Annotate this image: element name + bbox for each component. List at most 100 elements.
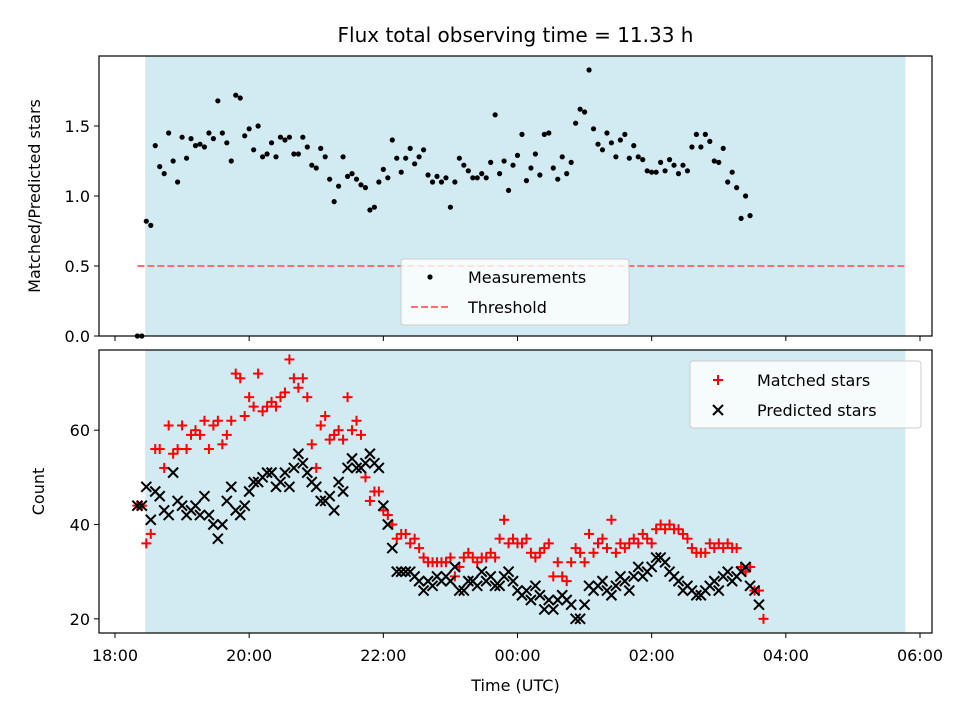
cross-stroke xyxy=(721,565,734,578)
measurement-point xyxy=(689,144,695,150)
cross-stroke xyxy=(507,575,519,587)
predicted-star-point xyxy=(279,466,291,479)
matched-star-point xyxy=(521,533,532,544)
predicted-star-point xyxy=(194,509,206,521)
measurement-point xyxy=(693,131,699,137)
predicted-star-point xyxy=(337,485,349,498)
measurement-point xyxy=(259,154,266,160)
matched-star-point xyxy=(664,519,675,530)
matched-star-point xyxy=(481,552,492,563)
measurement-point xyxy=(729,169,735,175)
predicted-star-point xyxy=(619,575,631,587)
matched-star-point xyxy=(333,425,344,436)
measurement-point xyxy=(380,166,386,172)
matched-star-point xyxy=(199,415,210,426)
measurement-point xyxy=(215,98,221,104)
matched-star-point xyxy=(347,425,358,436)
cross-stroke xyxy=(462,575,475,587)
cross-stroke xyxy=(426,580,439,592)
matched-star-point xyxy=(655,519,666,530)
matched-star-point xyxy=(324,434,335,445)
measurement-point xyxy=(385,175,391,181)
matched-star-point xyxy=(194,429,205,440)
cross-stroke xyxy=(610,580,622,592)
predicted-star-point xyxy=(207,518,220,531)
matched-star-point xyxy=(593,538,603,549)
predicted-star-point xyxy=(623,584,636,597)
matched-star-point xyxy=(472,557,483,568)
bottom-y-axis-label: Count xyxy=(29,468,48,516)
measurement-point xyxy=(429,179,436,185)
matched-star-point xyxy=(360,472,371,483)
measurement-point xyxy=(183,155,190,161)
matched-star-point xyxy=(382,510,393,521)
cross-stroke xyxy=(543,594,555,606)
predicted-star-point xyxy=(426,580,439,592)
predicted-star-point xyxy=(632,561,644,573)
matched-star-point xyxy=(284,354,295,365)
predicted-star-point xyxy=(216,518,229,531)
legend-matched-marker xyxy=(713,375,723,385)
predicted-star-point xyxy=(261,466,273,479)
measurement-point xyxy=(738,215,744,221)
measurement-point xyxy=(640,157,646,163)
measurement-point xyxy=(702,131,708,137)
matched-star-point xyxy=(709,543,720,554)
measurement-point xyxy=(604,130,610,136)
cross-stroke xyxy=(391,565,403,578)
matched-star-point xyxy=(597,533,608,544)
matched-star-point xyxy=(275,392,286,403)
matched-star-point xyxy=(364,495,375,506)
predicted-star-point xyxy=(748,584,761,597)
measurement-point xyxy=(179,134,185,140)
matched-star-point xyxy=(244,392,255,403)
measurement-point xyxy=(555,176,561,182)
predicted-star-point xyxy=(292,448,305,460)
x-tick-label: 20:00 xyxy=(226,646,272,665)
matched-star-point xyxy=(445,552,456,563)
measurement-point xyxy=(224,140,230,146)
predicted-star-point xyxy=(145,514,157,526)
predicted-star-point xyxy=(462,575,475,587)
cross-stroke xyxy=(449,561,461,573)
matched-star-point xyxy=(718,543,729,554)
matched-star-point xyxy=(145,528,156,539)
cross-stroke xyxy=(619,575,631,587)
cross-stroke xyxy=(247,476,260,488)
matched-star-point xyxy=(579,557,590,568)
matched-star-point xyxy=(342,392,353,403)
measurement-point xyxy=(242,133,248,139)
predicted-star-point xyxy=(315,495,327,507)
matched-star-point xyxy=(181,444,192,455)
matched-star-point xyxy=(257,406,268,417)
cross-stroke xyxy=(748,584,761,597)
predicted-star-point xyxy=(373,462,385,474)
legend-measurements-label: Measurements xyxy=(468,268,586,287)
x-tick-label: 06:00 xyxy=(897,646,943,665)
matched-star-point xyxy=(682,533,693,544)
measurement-point xyxy=(622,131,628,137)
cross-stroke xyxy=(413,575,425,587)
predicted-star-point xyxy=(645,561,658,573)
measurement-point xyxy=(143,218,149,224)
predicted-star-point xyxy=(713,584,725,597)
matched-star-point xyxy=(633,538,644,549)
predicted-star-point xyxy=(502,565,515,578)
measurement-point xyxy=(206,130,212,136)
legend-predicted-marker xyxy=(712,404,724,416)
bottom-legend: Matched stars Predicted stars xyxy=(689,360,922,429)
cross-stroke xyxy=(708,575,720,587)
top-y-tick-label: 0.5 xyxy=(65,257,90,276)
measurement-point xyxy=(438,179,445,185)
cross-stroke xyxy=(328,504,340,517)
matched-star-point xyxy=(557,571,568,582)
predicted-star-point xyxy=(534,589,546,601)
predicted-star-point xyxy=(753,598,765,611)
matched-star-point xyxy=(253,368,264,379)
predicted-star-point xyxy=(225,481,237,493)
predicted-star-point xyxy=(301,466,314,479)
cross-stroke xyxy=(712,404,724,416)
predicted-star-point xyxy=(721,565,734,578)
measurement-point xyxy=(237,95,243,101)
cross-stroke xyxy=(140,481,153,493)
